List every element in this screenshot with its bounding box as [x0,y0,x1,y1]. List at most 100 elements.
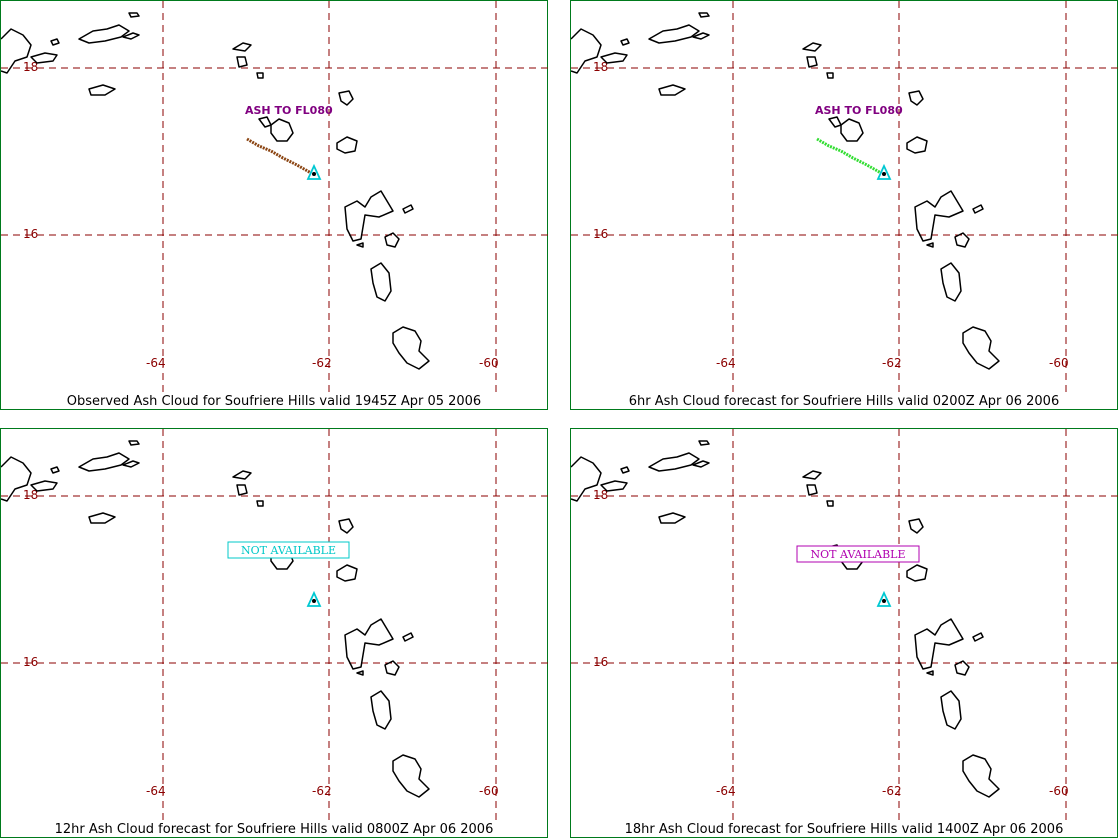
anegada-coast [128,12,140,18]
latitude-label: 18 [23,488,38,502]
martinique-coast [962,326,1000,370]
map-canvas: 18 16 -64 -62 -60 NOT AVAILABLE [1,429,549,823]
ash-cloud-path [246,137,312,175]
anguilla-coast [232,42,252,52]
antigua-coast [336,136,358,154]
virgin-islands-coast [648,452,700,472]
les-saintes-coast [356,670,364,676]
dominica-coast [370,690,392,730]
antigua-coast [906,564,928,582]
not-available-box [227,541,350,559]
map-panel-6hr: 18 16 -64 -62 -60 ASH TO FL080 6hr Ash Cloud … [570,0,1119,410]
les-saintes-coast [356,242,364,248]
st-martin-coast [236,56,248,68]
longitude-label: -64 [716,356,736,370]
longitude-label: -60 [479,784,499,798]
ash-cloud-path [816,137,882,175]
latitude-label: 18 [593,488,608,502]
latitude-label: 16 [593,227,608,241]
not-available-box [796,545,920,563]
map-canvas: 18 16 -64 -62 -60 ASH TO FL080 [571,1,1119,395]
longitude-label: -64 [146,356,166,370]
barbuda-coast [338,518,354,534]
marie-galante-coast [954,232,970,248]
longitude-label: -60 [479,356,499,370]
dominica-coast [370,262,392,302]
marie-galante-coast [384,660,400,676]
dominica-coast [940,690,962,730]
panel-caption: Observed Ash Cloud for Soufriere Hills v… [66,394,482,409]
latitude-label: 16 [23,655,38,669]
guadeloupe-coast [344,190,394,242]
map-panel-18hr: 18 16 -64 -62 -60 NOT AVAILABLE 18hr Ash Clou… [570,428,1119,838]
anguilla-coast [232,470,252,480]
guadeloupe-coast [914,618,964,670]
les-saintes-coast [926,242,934,248]
culebra-coast [620,466,630,474]
virgin-islands-coast [78,24,130,44]
longitude-label: -64 [146,784,166,798]
nevis-coast [258,116,272,128]
culebra-coast [620,38,630,46]
barbuda-coast [908,90,924,106]
panel-caption: 12hr Ash Cloud forecast for Soufriere Hi… [54,822,494,837]
volcano-marker-icon [306,590,322,607]
martinique-coast [392,754,430,798]
anegada-coast [698,440,710,446]
desirade-coast [972,632,984,642]
vieques-coast [600,480,628,492]
volcano-center-dot [312,599,316,603]
st-kitts-coast [826,500,834,507]
montserrat-coast [840,118,864,142]
st-martin-coast [806,484,818,496]
volcano-center-dot [882,599,886,603]
volcano-marker-icon [876,590,892,607]
panel-caption: 18hr Ash Cloud forecast for Soufriere Hi… [624,822,1064,837]
montserrat-coast [270,118,294,142]
virgin-islands-east-coast [122,32,140,40]
anguilla-coast [802,42,822,52]
ash-level-label: ASH TO FL080 [815,104,903,117]
puerto-rico-coast [1,456,32,502]
st-croix-coast [88,84,116,96]
st-kitts-coast [826,72,834,79]
anguilla-coast [802,470,822,480]
vieques-coast [30,480,58,492]
volcano-center-dot [882,172,886,176]
ash-level-label: ASH TO FL080 [245,104,333,117]
les-saintes-coast [926,670,934,676]
vieques-coast [600,52,628,64]
virgin-islands-east-coast [692,460,710,468]
volcano-marker-icon [306,163,322,180]
desirade-coast [402,204,414,214]
martinique-coast [962,754,1000,798]
volcano-center-dot [312,172,316,176]
virgin-islands-east-coast [692,32,710,40]
panel-caption: 6hr Ash Cloud forecast for Soufriere Hil… [628,394,1060,409]
martinique-coast [392,326,430,370]
culebra-coast [50,38,60,46]
barbuda-coast [338,90,354,106]
not-available-label: NOT AVAILABLE [810,548,905,561]
puerto-rico-coast [1,28,32,74]
dominica-coast [940,262,962,302]
virgin-islands-coast [648,24,700,44]
guadeloupe-coast [344,618,394,670]
virgin-islands-coast [78,452,130,472]
longitude-label: -64 [716,784,736,798]
barbuda-coast [908,518,924,534]
virgin-islands-east-coast [122,460,140,468]
puerto-rico-coast [571,28,602,74]
antigua-coast [336,564,358,582]
volcano-marker-icon [876,163,892,180]
map-canvas: 18 16 -64 -62 -60 ASH TO FL080 [1,1,549,395]
longitude-label: -60 [1049,784,1069,798]
nevis-coast [828,116,842,128]
longitude-label: -62 [312,784,332,798]
st-martin-coast [236,484,248,496]
anegada-coast [698,12,710,18]
map-panel-12hr: 18 16 -64 -62 -60 NOT AVAILABLE 12hr Ash Clou… [0,428,549,838]
st-martin-coast [806,56,818,68]
st-croix-coast [658,512,686,524]
st-croix-coast [88,512,116,524]
